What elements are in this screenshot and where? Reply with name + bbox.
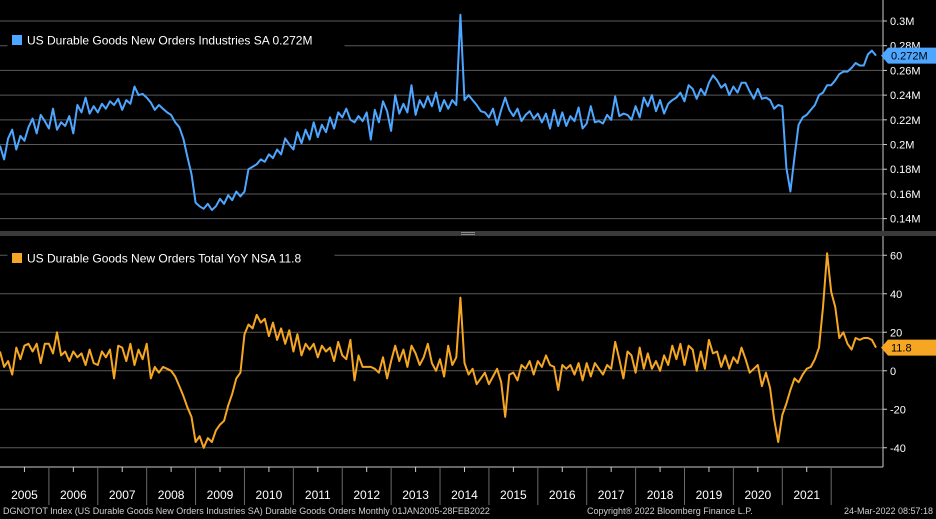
- y-tick-label: 0.18M: [890, 164, 921, 176]
- x-tick-label: 2006: [60, 488, 87, 502]
- x-tick-label: 2012: [353, 488, 380, 502]
- y-tick-label: 40: [890, 289, 902, 301]
- x-tick-label: 2017: [598, 488, 625, 502]
- y-tick-label: -20: [890, 404, 906, 416]
- last-value-label: 0.272M: [891, 51, 928, 63]
- legend-box: [7, 247, 335, 269]
- y-tick-label: 0.3M: [890, 16, 914, 28]
- x-tick-label: 2010: [256, 488, 283, 502]
- legend-swatch: [12, 253, 22, 263]
- y-tick-label: 0.26M: [890, 65, 921, 77]
- x-tick-label: 2016: [549, 488, 576, 502]
- x-tick-label: 2018: [647, 488, 674, 502]
- y-tick-label: 0.16M: [890, 189, 921, 201]
- bottom-panel: -40 -20 0 20 40 60 US Durable Goods New Orders…: [0, 236, 936, 467]
- x-tick-label: 2013: [402, 488, 429, 502]
- y-tick-label: 20: [890, 327, 902, 339]
- x-tick-label: 2008: [158, 488, 185, 502]
- divider-grip-icon[interactable]: [461, 234, 475, 235]
- x-tick-label: 2005: [11, 488, 38, 502]
- x-tick-label: 2020: [744, 488, 771, 502]
- series-line: [0, 252, 877, 449]
- y-tick-label: 0.2M: [890, 140, 914, 152]
- y-tick-label: 0.24M: [890, 90, 921, 102]
- footer-bar: DGNOTOT Index (US Durable Goods New Orde…: [0, 505, 936, 519]
- legend-label: US Durable Goods New Orders Industries S…: [27, 34, 312, 48]
- legend-label: US Durable Goods New Orders Total YoY NS…: [27, 252, 301, 266]
- divider-grip-icon[interactable]: [461, 232, 475, 233]
- last-value-tag: [881, 339, 936, 356]
- x-axis: 2005 2006 2007 2008 2009 2010 2011 2012 2013 2014…: [0, 466, 883, 505]
- series-line: [0, 13, 877, 211]
- x-tick-label: 2014: [451, 488, 478, 502]
- panel-divider[interactable]: [0, 231, 936, 236]
- last-value-tag: [881, 47, 936, 64]
- x-tick-label: 2011: [305, 488, 331, 502]
- legend-swatch: [12, 35, 22, 45]
- legend-box: [7, 29, 345, 51]
- top-panel: 0.14M0.16M0.18M0.2M0.22M0.24M0.26M0.28M0…: [0, 0, 936, 231]
- y-tick-label: 60: [890, 250, 902, 262]
- last-value-label: 11.8: [891, 343, 912, 355]
- y-tick-label: 0.14M: [890, 214, 921, 226]
- footer-copyright: Copyright® 2022 Bloomberg Finance L.P.: [587, 506, 753, 516]
- footer-timestamp: 24-Mar-2022 08:57:18: [843, 506, 933, 516]
- y-tick-label: -40: [890, 443, 906, 455]
- x-tick-label: 2009: [207, 488, 234, 502]
- y-tick-label: 0.22M: [890, 115, 921, 127]
- x-tick-label: 2021: [793, 488, 820, 502]
- x-tick-label: 2019: [696, 488, 723, 502]
- x-tick-label: 2007: [109, 488, 136, 502]
- x-tick-label: 2015: [500, 488, 527, 502]
- y-tick-label: 0: [890, 366, 896, 378]
- footer-description: DGNOTOT Index (US Durable Goods New Orde…: [3, 506, 490, 516]
